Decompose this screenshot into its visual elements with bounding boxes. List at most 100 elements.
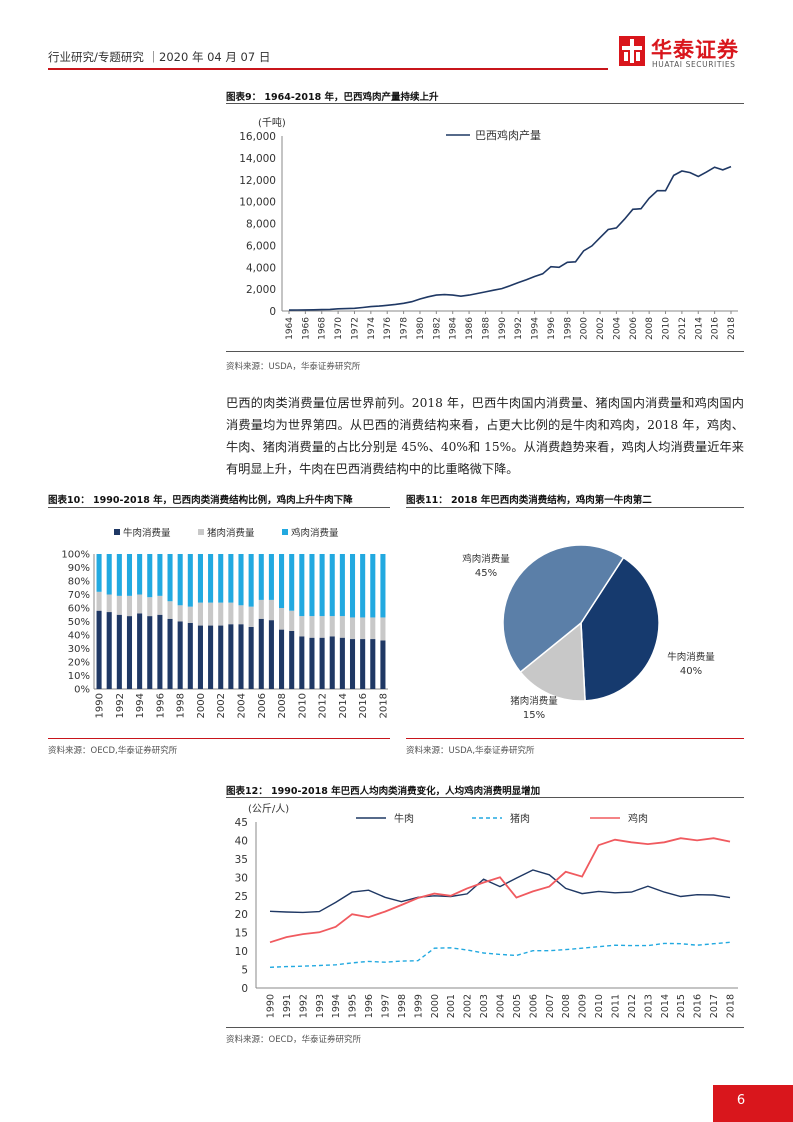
fig12-y-tick-label: 15 [235,928,248,940]
fig10-legend-label: 鸡肉消费量 [291,527,339,539]
fig9-x-tick-label: 1998 [563,317,573,340]
fig10-bar-segment [238,624,244,689]
fig10-bar-segment [157,554,163,596]
fig12-legend-label: 鸡肉 [628,812,648,825]
fig12-x-tick-label: 1999 [413,994,424,1018]
fig10-bar-segment [309,616,315,638]
fig10-bar-segment [360,617,366,640]
fig11-slice-value: 45% [475,568,497,579]
fig9-x-tick-label: 1966 [301,317,311,340]
fig10-bar-segment [380,617,386,641]
fig10-bar-segment [197,625,203,689]
fig12-x-tick-label: 2014 [660,994,671,1018]
fig9-x-tick-label: 2000 [580,317,590,340]
fig10-bar-segment [208,554,214,603]
fig10-bar-segment [106,554,112,595]
fig10-bar-segment [106,594,112,613]
fig10-bar-segment [248,626,254,689]
fig11-slice-value: 40% [680,666,702,677]
fig10-bar-segment [208,602,214,626]
fig12-x-tick-label: 2016 [693,994,704,1018]
fig9-y-tick-label: 0 [269,306,276,318]
fig12-x-tick-label: 2006 [528,994,539,1018]
fig12-y-unit: (公斤/人) [248,803,289,815]
fig9-x-tick-label: 2010 [662,317,672,340]
fig11-slice-name: 鸡肉消费量 [462,553,510,565]
fig10-bar-segment [96,554,102,592]
fig12-title-rule [226,797,744,798]
fig10-bar-segment [147,554,153,598]
fig10-bar-segment [177,605,183,622]
fig10-bar-segment [218,625,224,689]
fig12-x-tick-label: 2004 [496,994,507,1018]
fig9-series-line [288,165,732,311]
fig9-x-tick-label: 1964 [285,317,295,340]
fig9-x-tick-label: 1992 [514,317,524,340]
fig12-x-tick-label: 1998 [397,994,408,1018]
fig9-x-tick-label: 1988 [481,317,491,340]
fig10-bar-segment [167,554,173,602]
fig12-x-tick-label: 2000 [430,994,441,1018]
fig10-bar-segment [187,606,193,623]
fig10-bar-segment [106,612,112,689]
fig9-x-tick-label: 1982 [432,317,442,340]
fig12-series-line [269,837,731,944]
fig10-x-tick-label: 1998 [176,693,187,718]
fig10-y-tick-label: 100% [61,550,90,561]
fig10-bar-segment [339,554,345,617]
fig9-x-tick-label: 2018 [727,317,737,340]
fig10-bar-segment [279,629,285,689]
fig12-x-tick-label: 2008 [561,994,572,1018]
fig10-bar-segment [268,554,274,600]
fig10-y-tick-label: 0% [74,685,90,696]
fig9-x-tick-label: 1990 [498,317,508,340]
fig12-x-tick-label: 2010 [594,994,605,1018]
fig12-y-tick-label: 25 [235,891,248,903]
fig10-source: 资料来源：OECD,华泰证券研究所 [48,746,178,756]
fig12-x-tick-label: 2003 [479,994,490,1018]
fig10-bar-segment [157,595,163,615]
fig10-bar-segment [258,618,264,689]
fig10-x-tick-label: 2012 [318,693,329,718]
fig10-bar-segment [177,554,183,606]
fig10-bar-segment [96,610,102,689]
fig9-x-tick-label: 2006 [629,317,639,340]
fig9-x-tick-label: 1976 [383,317,393,340]
fig10-x-tick-label: 2014 [338,693,349,718]
fig9-source: 资料来源：USDA，华泰证券研究所 [226,362,361,372]
fig10-bar-segment [380,554,386,618]
fig12-y-tick-label: 40 [235,835,248,847]
fig10-bar-segment [309,637,315,689]
fig10-legend-swatch [282,529,288,535]
fig11-title-rule [406,507,744,508]
fig10-bar-segment [126,595,133,617]
fig9-source-rule [226,351,744,352]
fig9-y-tick-label: 10,000 [239,197,276,209]
fig10-bar-segment [218,554,224,603]
fig12-source-rule [226,1027,744,1028]
page-number-tab [713,1085,793,1122]
fig12-x-tick-label: 2001 [446,994,457,1018]
fig12-x-tick-label: 1997 [381,994,392,1018]
fig12-legend-label: 牛肉 [394,812,414,825]
fig10-bar-segment [339,637,345,689]
fig10-x-tick-label: 1996 [155,693,166,718]
fig10-stacked-bar-chart: 牛肉消费量 猪肉消费量 鸡肉消费量 0% 10% 20% 30% 40% 50% 60% 70% 80… [61,527,389,718]
fig10-bar-segment [238,554,244,606]
fig12-x-tick-label: 2013 [643,994,654,1018]
fig10-x-tick-label: 1994 [135,693,146,718]
fig10-bar-segment [268,599,274,621]
fig9-x-tick-label: 2016 [711,317,721,340]
fig10-x-tick-label: 2018 [378,693,389,718]
fig10-bar-segment [177,621,183,689]
fig12-x-tick-label: 1995 [348,994,359,1018]
fig10-bar-segment [116,614,122,689]
fig12-y-tick-label: 5 [241,965,248,977]
fig10-y-tick-label: 20% [68,658,90,669]
fig10-bar-segment [370,639,376,689]
fig10-x-tick-label: 2002 [216,693,227,718]
fig10-bar-segment [319,554,325,617]
fig11-title: 图表11： 2018 年巴西肉类消费结构，鸡肉第一牛肉第二 [406,495,652,506]
fig9-x-tick-label: 1980 [416,317,426,340]
fig12-legend-label: 猪肉 [510,812,530,825]
